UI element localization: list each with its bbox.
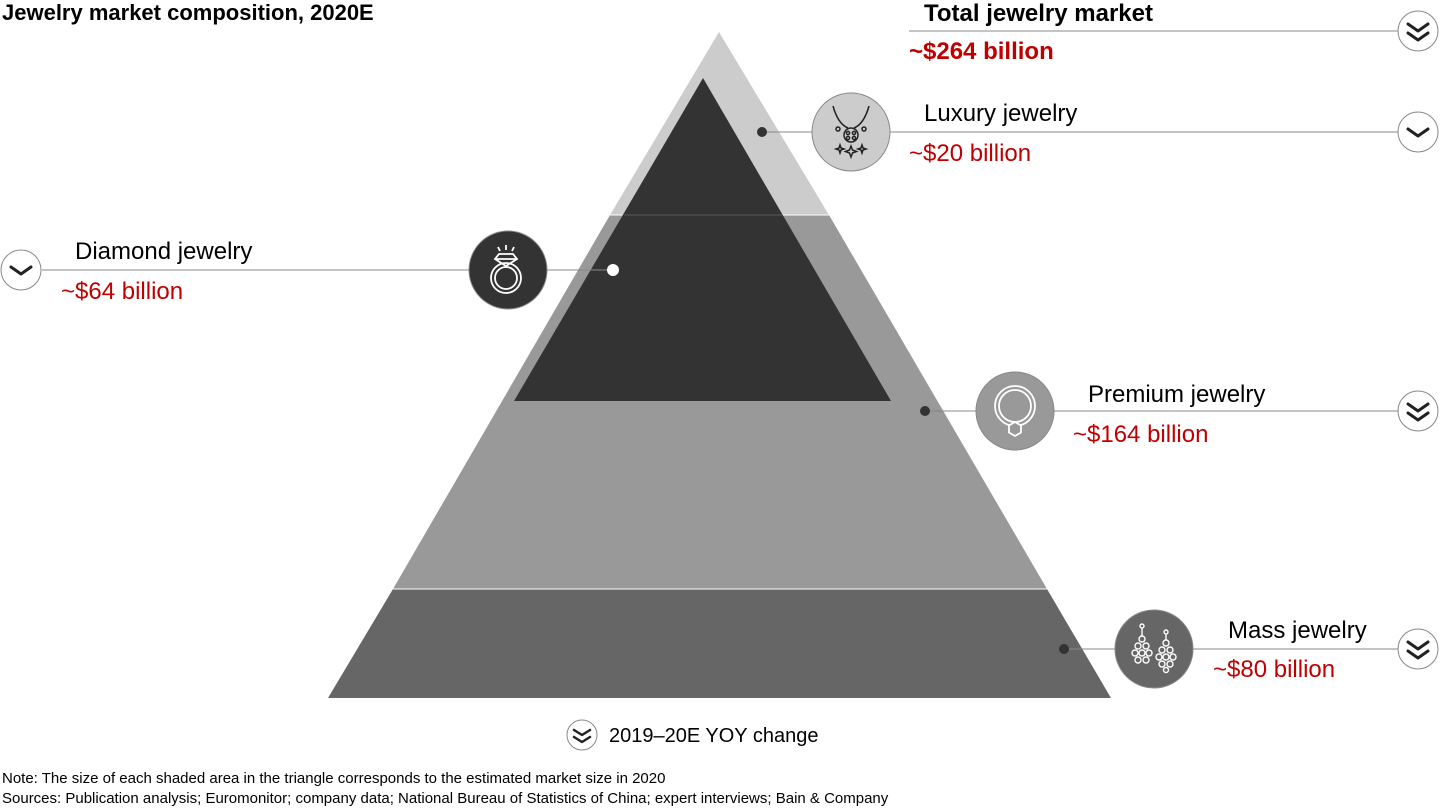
- mass-dot: [1059, 644, 1069, 654]
- total-market-label: Total jewelry market: [924, 0, 1153, 27]
- luxury-dot: [757, 127, 767, 137]
- mass-trend-double-chevron-down-icon: [1397, 628, 1439, 670]
- legend-label: 2019–20E YOY change: [609, 725, 819, 747]
- mass-tier: [328, 589, 1111, 698]
- premium-tier: [393, 215, 1047, 589]
- mass-value: ~$80 billion: [1213, 656, 1336, 683]
- total-trend-double-chevron-down-icon: [1397, 10, 1439, 52]
- diamond-value: ~$64 billion: [61, 278, 184, 305]
- earrings-icon: [1114, 609, 1194, 689]
- diamond-tier: [514, 78, 891, 401]
- note-text: Note: The size of each shaded area in th…: [2, 770, 666, 787]
- luxury-trend-chevron-down-icon: [1397, 111, 1439, 153]
- diamond-label: Diamond jewelry: [75, 238, 253, 265]
- necklace-icon: [811, 92, 891, 172]
- mass-label: Mass jewelry: [1228, 617, 1367, 644]
- chart-title: Jewelry market composition, 2020E: [2, 0, 374, 25]
- diamond-ring-icon: [468, 230, 548, 310]
- premium-label: Premium jewelry: [1088, 381, 1266, 408]
- sources-text: Sources: Publication analysis; Euromonit…: [2, 790, 889, 807]
- luxury-label: Luxury jewelry: [924, 100, 1078, 127]
- premium-trend-double-chevron-down-icon: [1397, 390, 1439, 432]
- total-market-value: ~$264 billion: [909, 38, 1054, 65]
- bangle-icon: [975, 371, 1055, 451]
- luxury-value: ~$20 billion: [909, 140, 1032, 167]
- diamond-trend-chevron-down-icon: [0, 249, 42, 291]
- premium-dot: [920, 406, 930, 416]
- premium-value: ~$164 billion: [1073, 421, 1209, 448]
- legend-double-chevron-down-icon: [566, 719, 598, 751]
- diamond-dot: [607, 264, 619, 276]
